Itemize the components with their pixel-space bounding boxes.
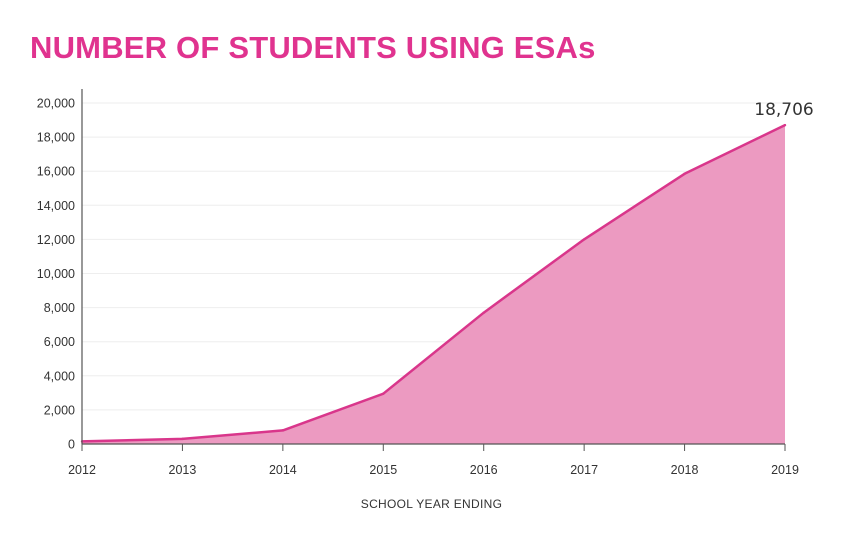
x-tick-label: 2018 — [671, 463, 699, 477]
data-point — [382, 392, 385, 395]
value-annotation: 18,706 — [754, 100, 813, 120]
y-tick-label: 4,000 — [44, 369, 75, 383]
y-tick-label: 2,000 — [44, 403, 75, 417]
x-tick-label: 2016 — [470, 463, 498, 477]
y-tick-label: 8,000 — [44, 301, 75, 315]
x-tick-label: 2013 — [169, 463, 197, 477]
y-tick-label: 6,000 — [44, 335, 75, 349]
x-axis-label: SCHOOL YEAR ENDING — [361, 497, 502, 511]
y-axis-ticks: 0 2,000 4,000 6,000 8,000 10,000 12,000 14,000 1… — [37, 97, 75, 452]
x-tick-label: 2017 — [570, 463, 598, 477]
data-point — [181, 437, 184, 441]
y-tick-label: 0 — [68, 438, 75, 452]
x-tick-label: 2015 — [369, 463, 397, 477]
y-tick-label: 20,000 — [37, 97, 75, 111]
x-axis-ticks: 2012 2013 2014 2015 2016 2017 2018 2019 — [68, 444, 799, 477]
chart-title: NUMBER OF STUDENTS USING ESAs — [30, 30, 596, 65]
x-tick-label: 2014 — [269, 463, 297, 477]
x-tick-label: 2012 — [68, 463, 96, 477]
data-point — [783, 123, 787, 127]
area-fill — [82, 125, 785, 444]
data-point — [281, 429, 285, 432]
x-tick-label: 2019 — [771, 463, 799, 477]
series-line — [81, 123, 786, 443]
y-tick-label: 12,000 — [37, 233, 75, 247]
data-point — [683, 172, 686, 175]
data-points — [80, 123, 787, 443]
y-tick-label: 14,000 — [37, 199, 75, 213]
data-point — [582, 238, 586, 241]
y-tick-label: 10,000 — [37, 267, 75, 281]
data-point — [482, 311, 485, 314]
y-tick-label: 18,000 — [37, 131, 75, 145]
y-tick-label: 16,000 — [37, 165, 75, 179]
